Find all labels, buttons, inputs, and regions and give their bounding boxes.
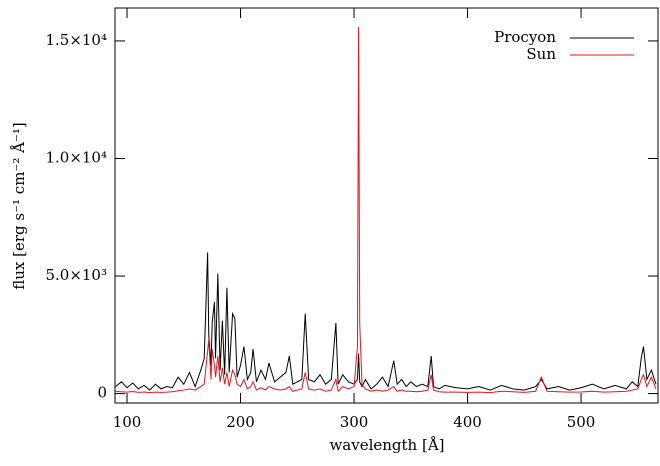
y-tick-label: 5.0×10³ <box>45 266 107 284</box>
x-tick-label: 100 <box>113 413 142 431</box>
x-tick-label: 300 <box>340 413 369 431</box>
y-tick-label: 0 <box>97 384 107 402</box>
y-axis-label: flux [erg s⁻¹ cm⁻² Å⁻¹] <box>10 122 28 290</box>
x-tick-label: 400 <box>453 413 482 431</box>
x-axis-label: wavelength [Å] <box>329 436 444 454</box>
series-line <box>115 252 657 391</box>
series-line <box>115 26 657 394</box>
y-tick-label: 1.5×10⁴ <box>45 31 107 49</box>
y-tick-label: 1.0×10⁴ <box>45 148 107 166</box>
x-tick-label: 200 <box>226 413 255 431</box>
x-tick-label: 500 <box>567 413 596 431</box>
plot-frame <box>114 7 659 404</box>
legend-label: Procyon <box>494 28 556 46</box>
legend-label: Sun <box>526 45 556 63</box>
